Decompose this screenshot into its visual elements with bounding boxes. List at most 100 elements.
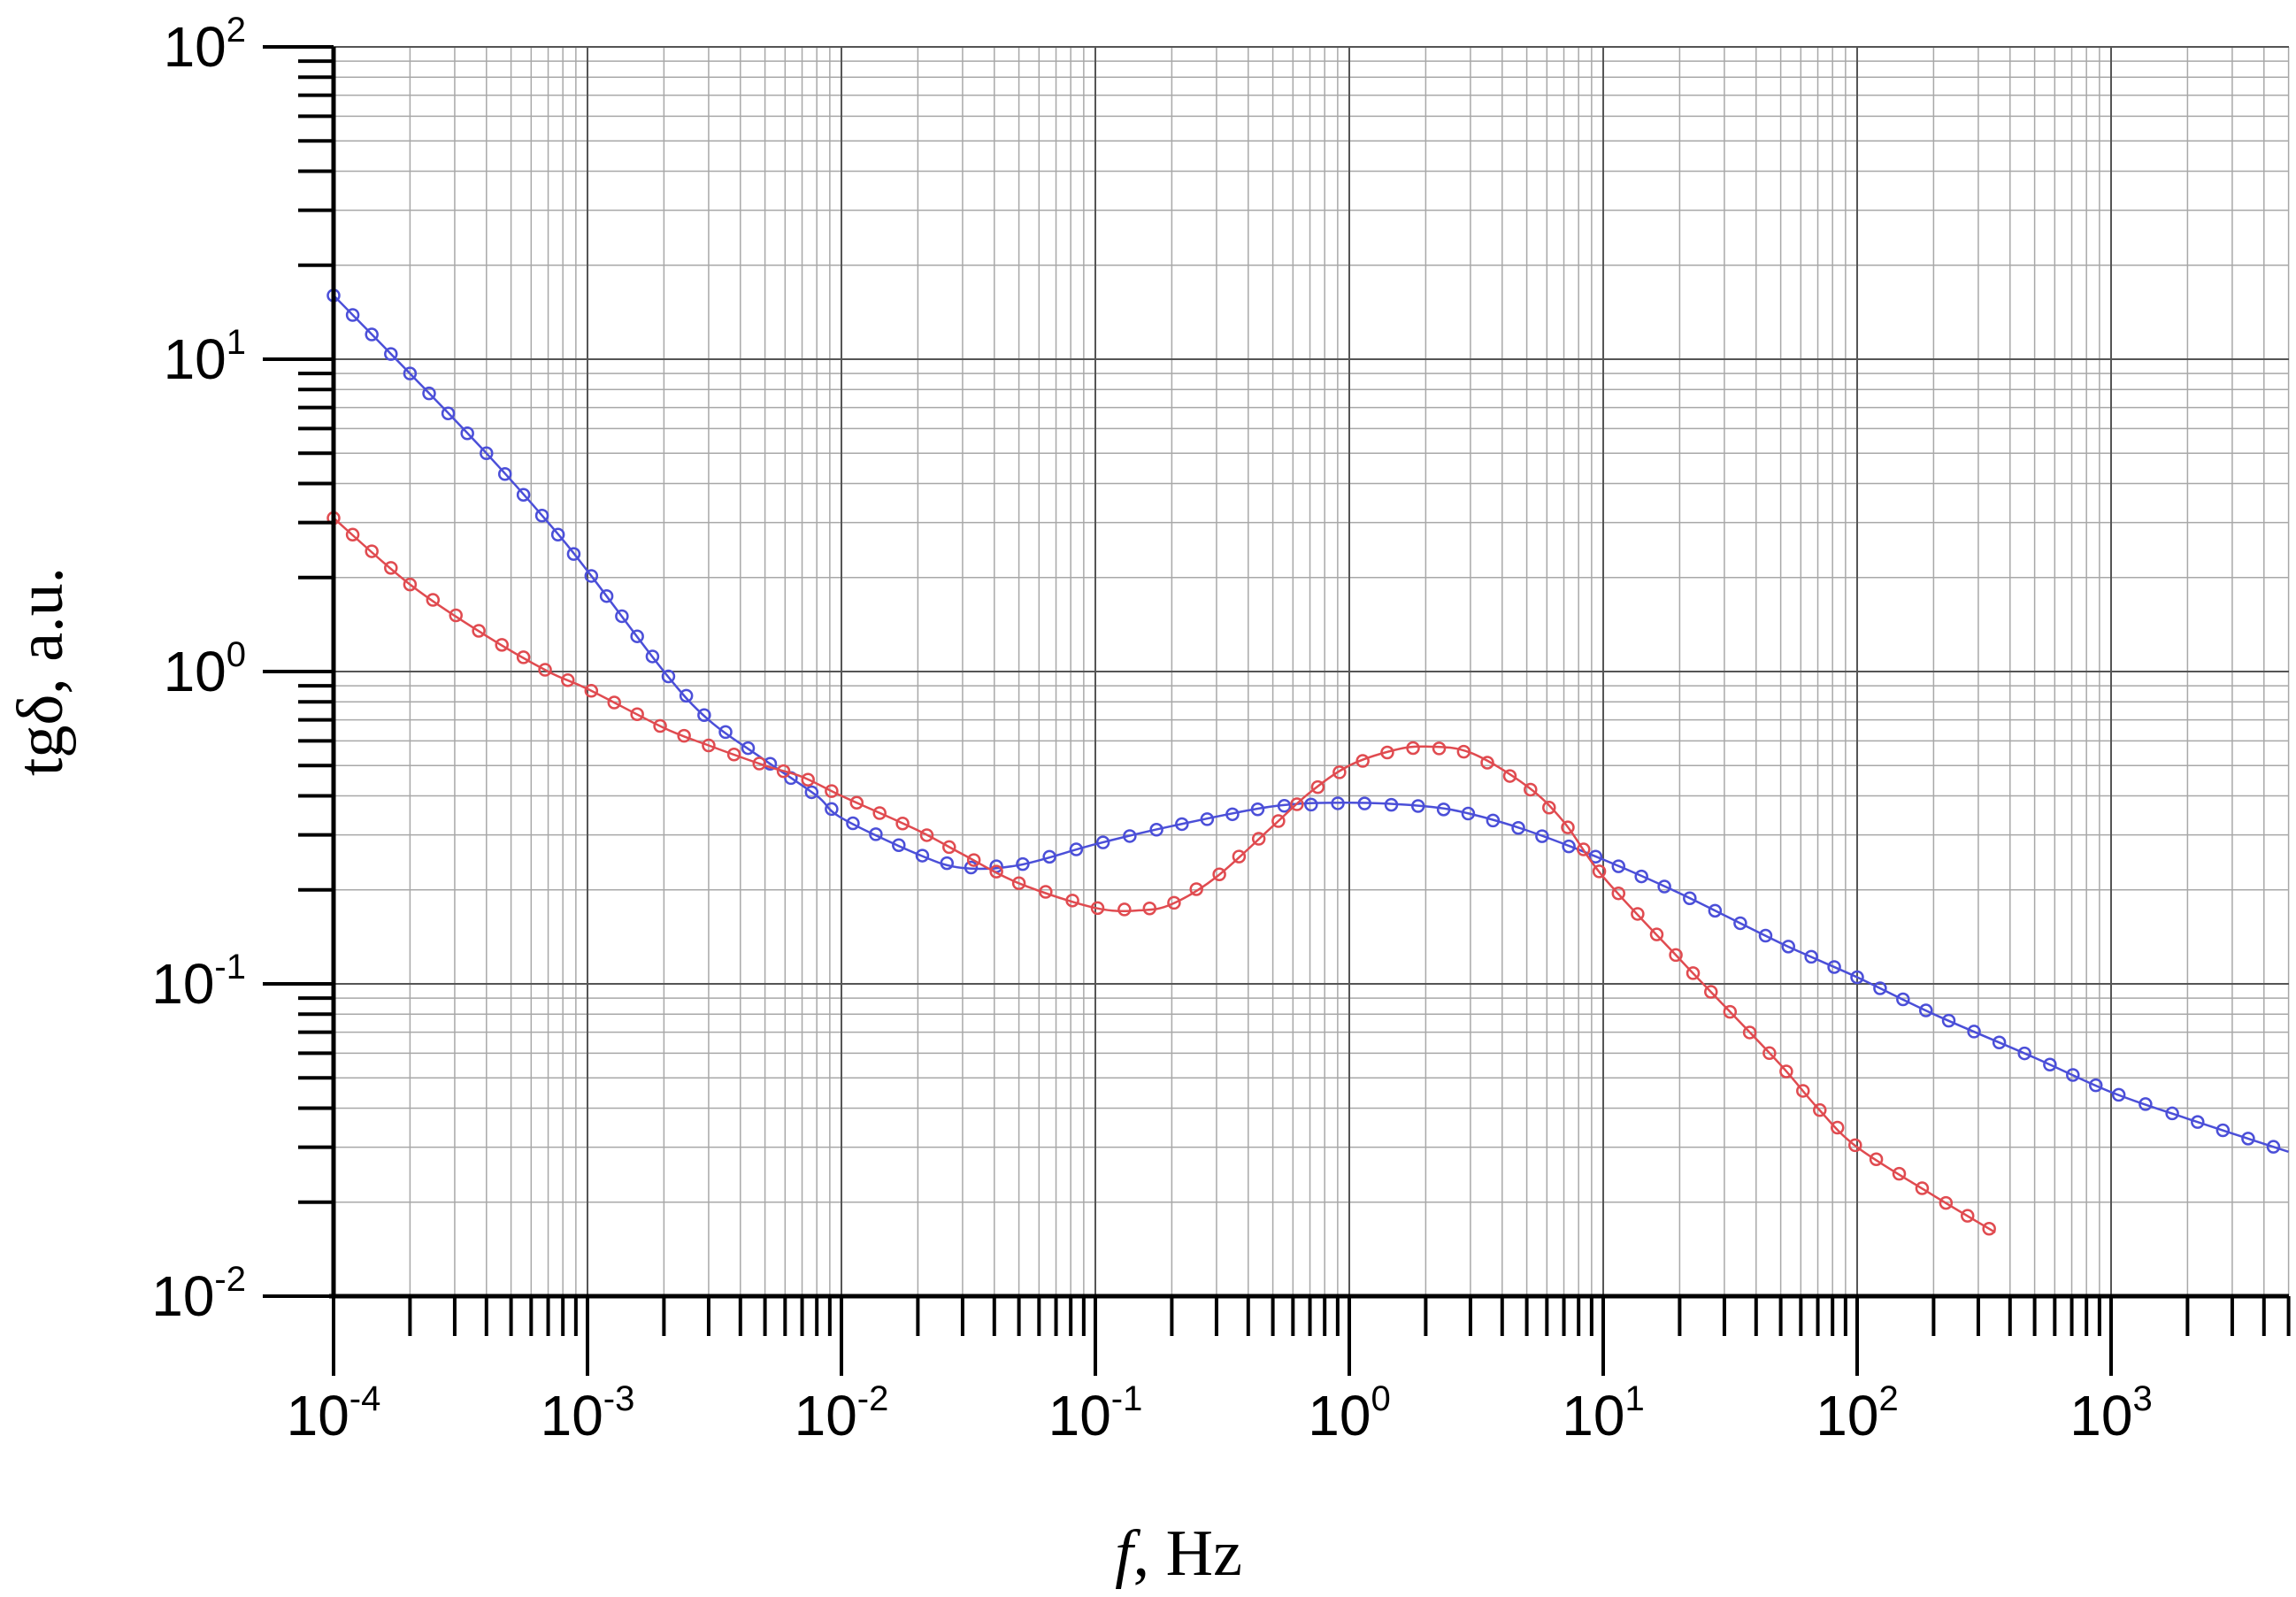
series-0-marker — [497, 467, 512, 481]
series-0-marker — [1781, 940, 1795, 954]
series-0-marker — [892, 838, 906, 852]
series-0-marker — [1967, 1025, 1981, 1039]
series-1-marker — [1355, 754, 1370, 768]
series-0-marker — [940, 856, 954, 871]
series-1-marker — [1592, 864, 1607, 879]
y-tick-label-base: 10 — [164, 327, 227, 391]
series-0-marker — [584, 569, 599, 583]
series-1-marker — [1232, 849, 1247, 864]
series-0-marker — [1634, 869, 1648, 884]
series-0-marker — [441, 406, 456, 420]
series-0-marker — [2043, 1057, 2057, 1072]
series-1-marker — [895, 816, 910, 831]
series-0-marker — [2266, 1140, 2281, 1154]
series-1-marker — [966, 853, 981, 867]
series-1-marker — [1831, 1120, 1845, 1135]
series-1-marker — [702, 738, 716, 753]
series-0-marker — [1919, 1003, 1933, 1017]
series-1-marker — [1167, 895, 1181, 910]
series-1-marker — [825, 784, 839, 798]
series-0-marker — [599, 588, 614, 603]
series-1-marker — [1432, 741, 1447, 756]
series-1-marker — [472, 624, 486, 638]
y-tick-label: 100 — [164, 635, 246, 703]
x-tick-label: 102 — [1816, 1379, 1898, 1447]
series-0-marker — [718, 725, 733, 740]
series-0-marker — [2215, 1123, 2231, 1138]
series-1-marker — [1915, 1181, 1930, 1195]
series-1-marker — [1011, 876, 1026, 891]
series-1-marker — [752, 756, 766, 771]
series-1-marker — [1669, 948, 1683, 963]
series-0-marker — [1758, 928, 1773, 943]
series-1-marker — [1332, 765, 1347, 779]
y-tick-label-base: 10 — [164, 640, 227, 703]
series-1-marker — [1611, 886, 1626, 901]
series-0-marker — [1042, 849, 1056, 864]
x-tick-label-base: 10 — [287, 1384, 349, 1447]
series-1-marker — [607, 695, 621, 710]
x-tick-label-base: 10 — [1562, 1384, 1624, 1447]
series-1-marker — [989, 864, 1003, 879]
x-axis-title-unit: , Hz — [1133, 1517, 1242, 1590]
series-1-marker — [538, 663, 552, 677]
x-tick-label-base: 10 — [795, 1384, 857, 1447]
series-1-marker — [1065, 894, 1079, 908]
series-1-marker — [1561, 820, 1575, 834]
series-0-marker — [2139, 1097, 2153, 1111]
series-1-marker — [1649, 927, 1664, 941]
series-1-marker — [1723, 1004, 1738, 1019]
x-tick-label-exponent: -4 — [349, 1379, 381, 1418]
series-1-marker — [653, 718, 667, 733]
series-0-marker — [1535, 829, 1549, 843]
series-0-marker — [1250, 802, 1265, 817]
series-1-marker — [1892, 1166, 1907, 1181]
series-0-marker — [1992, 1035, 2007, 1050]
series-0-marker — [615, 609, 629, 624]
series-0-marker — [1357, 796, 1372, 810]
series-0-marker — [2111, 1087, 2126, 1102]
series-0-marker — [534, 508, 549, 523]
x-tick-label-base: 10 — [541, 1384, 603, 1447]
series-0-marker — [645, 649, 660, 664]
x-tick-label-base: 10 — [1048, 1384, 1111, 1447]
series-0-marker — [516, 488, 531, 503]
series-0-marker — [1896, 992, 1910, 1007]
series-1-marker — [516, 650, 531, 664]
series-0-marker — [1461, 806, 1476, 821]
y-tick-label: 10-1 — [151, 948, 246, 1016]
series-1-marker — [1742, 1025, 1757, 1040]
series-0-marker — [1123, 829, 1137, 843]
series-0-marker — [1827, 960, 1841, 974]
series-1-marker — [1039, 885, 1053, 899]
x-axis-title: f, Hz — [1115, 1517, 1242, 1590]
series-1-marker — [1542, 800, 1556, 815]
x-tick-label-exponent: 3 — [2132, 1379, 2152, 1418]
series-1-marker — [872, 806, 887, 820]
y-tick-label-base: 10 — [151, 952, 214, 1016]
series-0-marker — [1850, 970, 1864, 985]
series-0-marker — [1873, 981, 1887, 995]
y-tick-label: 101 — [164, 323, 246, 391]
series-0-marker — [1683, 891, 1697, 906]
series-0-marker — [1331, 796, 1345, 810]
series-0-marker — [741, 741, 756, 756]
tick-labels: 10-4 10-3 10-2 10-1 100 101 102 10310-210-11001… — [151, 11, 2152, 1447]
series-1-marker — [1577, 842, 1591, 856]
series-0-marker — [2017, 1046, 2031, 1061]
series-1-marker — [677, 728, 691, 743]
series-0-marker — [1436, 802, 1451, 817]
series-1-marker — [345, 527, 360, 542]
series-1-marker — [801, 772, 815, 787]
series-1-marker — [1939, 1195, 1954, 1210]
series-0-marker — [422, 386, 436, 401]
series-0-marker — [804, 785, 819, 800]
series-0-marker — [630, 629, 644, 643]
series-0-marker — [403, 366, 418, 380]
x-tick-label-exponent: -1 — [1111, 1379, 1143, 1418]
series-1-marker — [1762, 1046, 1777, 1061]
x-tick-label-base: 10 — [1308, 1384, 1371, 1447]
series-1-marker — [1524, 782, 1538, 797]
series-1-marker — [1406, 741, 1420, 756]
